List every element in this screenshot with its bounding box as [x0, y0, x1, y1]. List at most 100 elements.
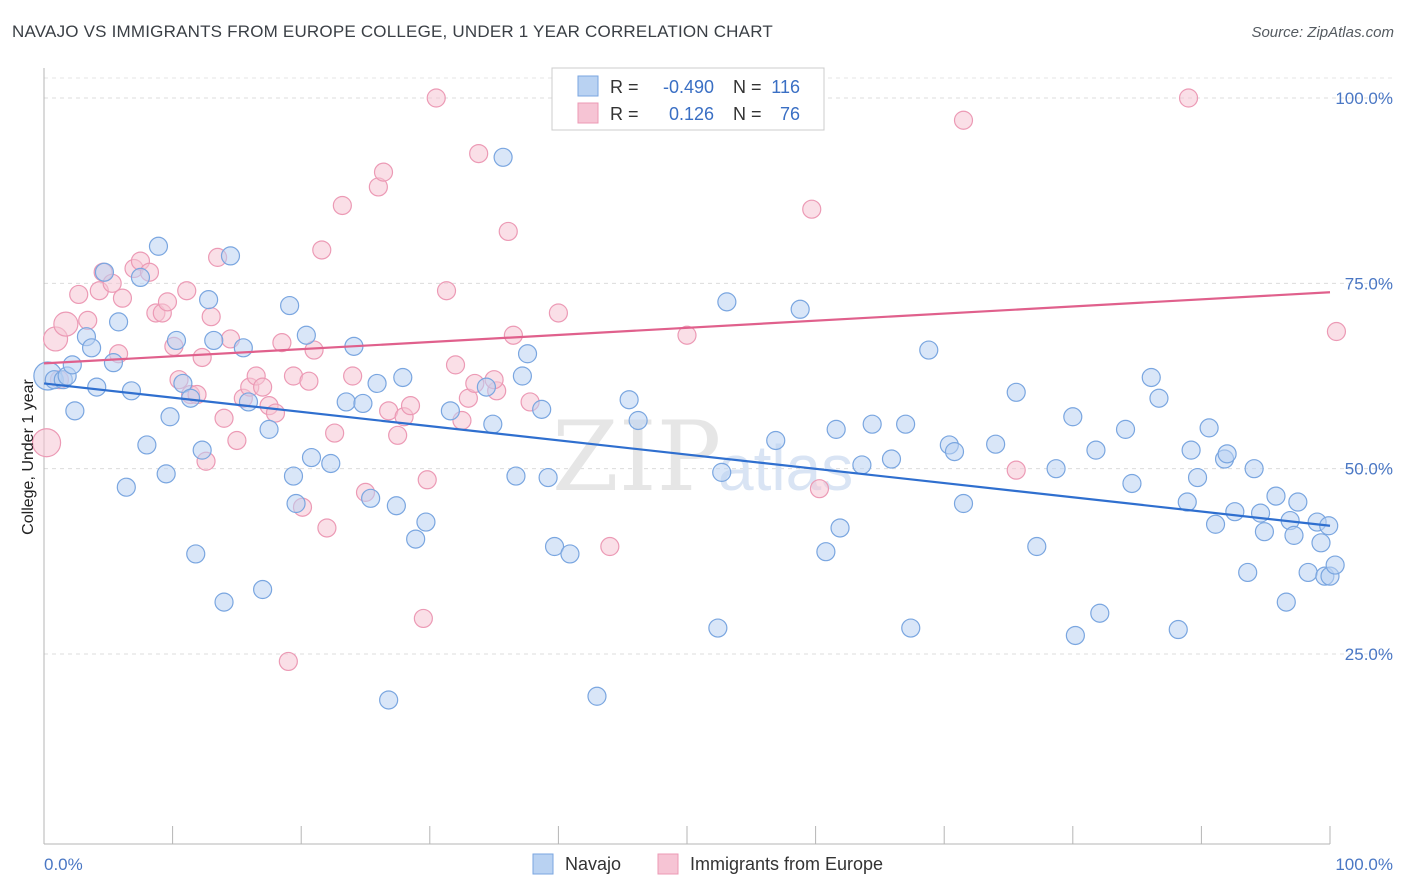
navajo-point-42	[367, 373, 387, 394]
y-tick-label-75: 75.0%	[1345, 274, 1393, 293]
europe-point-44	[332, 195, 352, 216]
navajo-point-30	[253, 579, 273, 600]
europe-trend-line	[43, 291, 1331, 365]
navajo-point-60	[619, 390, 639, 410]
navajo-point-99	[1225, 502, 1245, 522]
navajo-point-86	[1090, 603, 1110, 623]
navajo-point-109	[1298, 562, 1318, 583]
navajo-point-10	[103, 353, 124, 373]
europe-point-68	[677, 325, 697, 345]
legend-n-value-1: 116	[771, 77, 800, 97]
navajo-point-93	[1181, 440, 1201, 460]
navajo-point-91	[1168, 619, 1188, 640]
navajo-point-80	[1006, 382, 1026, 402]
navajo-point-22	[186, 544, 206, 564]
navajo-point-8	[87, 377, 107, 397]
legend-r-value-2: 0.126	[669, 104, 714, 124]
x-tick-label-min: 0.0%	[44, 855, 83, 874]
navajo-point-37	[321, 453, 341, 474]
navajo-point-100	[1238, 562, 1258, 583]
europe-point-45	[343, 366, 363, 386]
navajo-point-24	[199, 290, 219, 310]
navajo-point-89	[1141, 367, 1161, 388]
navajo-point-107	[1284, 525, 1304, 545]
navajo-point-12	[116, 477, 136, 497]
navajo-point-35	[296, 325, 316, 345]
europe-point-4	[69, 284, 89, 305]
europe-point-5	[78, 310, 98, 330]
navajo-point-85	[1086, 440, 1106, 460]
navajo-point-23	[192, 440, 212, 460]
navajo-point-57	[544, 536, 565, 557]
navajo-point-82	[1046, 459, 1066, 479]
bottom-legend-europe: Immigrants from Europe	[690, 854, 883, 874]
europe-point-66	[548, 303, 569, 323]
y-tick-label-25: 25.0%	[1345, 645, 1393, 664]
legend-r-value-1: -0.490	[663, 77, 714, 97]
navajo-point-55	[532, 399, 552, 419]
navajo-point-58	[560, 544, 580, 564]
navajo-point-33	[283, 466, 304, 486]
europe-point-61	[469, 144, 489, 164]
navajo-point-79	[986, 434, 1006, 454]
navajo-point-61	[628, 410, 648, 431]
europe-point-54	[417, 470, 437, 490]
europe-point-35	[272, 333, 292, 353]
navajo-point-59	[587, 686, 607, 706]
y-tick-labels: 25.0% 50.0% 75.0% 100.0%	[1335, 89, 1393, 664]
navajo-point-44	[386, 496, 406, 516]
navajo-point-11	[108, 312, 129, 332]
legend-n-label-1: N =	[733, 77, 762, 97]
y-axis-title: College, Under 1 year	[20, 379, 37, 535]
navajo-point-20	[173, 373, 193, 394]
europe-point-43	[325, 423, 345, 443]
navajo-point-27	[220, 246, 241, 266]
europe-point-22	[192, 347, 212, 368]
navajo-point-18	[160, 407, 180, 427]
europe-point-72	[1006, 460, 1026, 480]
navajo-point-47	[416, 512, 436, 532]
y-tick-label-50: 50.0%	[1345, 460, 1393, 479]
bottom-legend-swatch-europe	[657, 853, 679, 875]
europe-point-70	[809, 479, 830, 499]
europe-point-64	[503, 325, 523, 345]
navajo-point-15	[137, 435, 157, 455]
europe-point-48	[373, 162, 394, 182]
navajo-point-98	[1217, 444, 1237, 464]
europe-point-19	[177, 281, 197, 301]
navajo-point-49	[476, 377, 496, 397]
europe-point-36	[278, 651, 298, 672]
navajo-point-96	[1205, 514, 1226, 534]
navajo-point-16	[148, 236, 169, 256]
navajo-point-14	[130, 267, 151, 288]
europe-point-52	[400, 396, 421, 416]
navajo-point-34	[286, 493, 306, 514]
source-label: Source: ZipAtlas.com	[1251, 24, 1394, 41]
europe-point-73	[1178, 88, 1199, 108]
navajo-point-54	[517, 344, 538, 364]
legend-n-label-2: N =	[733, 104, 762, 124]
navajo-point-94	[1187, 467, 1208, 488]
europe-point-71	[953, 110, 974, 130]
navajo-point-17	[156, 464, 176, 484]
navajo-point-103	[1254, 522, 1275, 542]
europe-point-0	[31, 428, 62, 458]
navajo-point-26	[214, 592, 234, 612]
navajo-point-65	[766, 430, 786, 451]
europe-point-3	[53, 311, 79, 337]
navajo-point-38	[336, 392, 356, 412]
navajo-point-81	[1027, 536, 1047, 557]
navajo-point-29	[238, 392, 259, 412]
navajo-point-36	[301, 447, 322, 468]
gridlines	[44, 77, 1394, 655]
bottom-legend-swatch-navajo	[532, 853, 554, 875]
europe-point-55	[426, 88, 446, 108]
europe-point-50	[388, 425, 408, 445]
europe-point-41	[312, 240, 332, 260]
series-legend: Navajo Immigrants from Europe	[532, 853, 883, 875]
navajo-point-28	[233, 338, 253, 358]
navajo-point-115	[1311, 533, 1331, 553]
navajo-point-64	[717, 292, 737, 312]
navajo-point-32	[280, 295, 300, 316]
